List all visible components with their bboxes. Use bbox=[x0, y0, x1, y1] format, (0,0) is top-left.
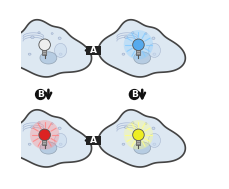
Ellipse shape bbox=[38, 32, 40, 33]
Ellipse shape bbox=[124, 36, 127, 39]
Ellipse shape bbox=[58, 37, 61, 40]
Ellipse shape bbox=[51, 33, 53, 34]
FancyBboxPatch shape bbox=[86, 136, 101, 145]
Circle shape bbox=[39, 129, 50, 141]
Ellipse shape bbox=[133, 52, 150, 64]
Polygon shape bbox=[98, 110, 185, 167]
Circle shape bbox=[123, 120, 153, 149]
Text: B: B bbox=[37, 90, 44, 99]
FancyBboxPatch shape bbox=[136, 50, 140, 56]
Ellipse shape bbox=[28, 143, 31, 145]
Ellipse shape bbox=[148, 43, 160, 57]
Ellipse shape bbox=[59, 143, 62, 145]
FancyBboxPatch shape bbox=[86, 46, 101, 55]
Ellipse shape bbox=[28, 53, 31, 55]
Ellipse shape bbox=[51, 123, 53, 124]
Ellipse shape bbox=[131, 122, 133, 123]
Ellipse shape bbox=[133, 142, 150, 154]
Ellipse shape bbox=[151, 37, 154, 40]
Ellipse shape bbox=[144, 123, 146, 124]
Circle shape bbox=[30, 120, 59, 149]
Polygon shape bbox=[5, 110, 91, 167]
Circle shape bbox=[39, 39, 50, 51]
Ellipse shape bbox=[54, 43, 66, 57]
Ellipse shape bbox=[31, 126, 34, 129]
Ellipse shape bbox=[152, 143, 155, 145]
Ellipse shape bbox=[131, 32, 133, 33]
Ellipse shape bbox=[58, 127, 61, 129]
Ellipse shape bbox=[31, 36, 34, 39]
Ellipse shape bbox=[152, 53, 155, 55]
FancyBboxPatch shape bbox=[136, 140, 140, 146]
Ellipse shape bbox=[151, 127, 154, 129]
Circle shape bbox=[123, 30, 153, 60]
Ellipse shape bbox=[148, 133, 160, 147]
Ellipse shape bbox=[124, 126, 127, 129]
Text: A: A bbox=[90, 46, 96, 55]
Ellipse shape bbox=[144, 33, 146, 34]
Circle shape bbox=[132, 39, 144, 51]
Text: A: A bbox=[90, 136, 96, 145]
Ellipse shape bbox=[122, 143, 124, 145]
Polygon shape bbox=[5, 20, 91, 77]
Circle shape bbox=[132, 129, 144, 141]
Circle shape bbox=[35, 89, 46, 100]
FancyBboxPatch shape bbox=[42, 140, 46, 146]
Polygon shape bbox=[98, 20, 185, 77]
Text: B: B bbox=[130, 90, 137, 99]
Ellipse shape bbox=[40, 52, 57, 64]
Circle shape bbox=[128, 89, 139, 100]
Ellipse shape bbox=[54, 133, 66, 147]
Ellipse shape bbox=[40, 142, 57, 154]
Ellipse shape bbox=[122, 53, 124, 55]
Ellipse shape bbox=[38, 122, 40, 123]
Ellipse shape bbox=[59, 53, 62, 55]
FancyBboxPatch shape bbox=[42, 50, 46, 56]
